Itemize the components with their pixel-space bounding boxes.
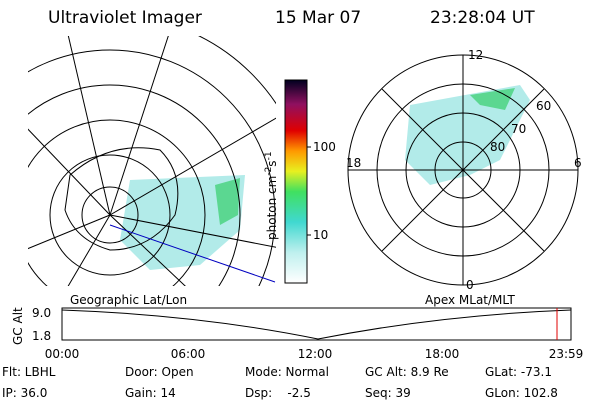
date: 15 Mar 07 <box>275 8 361 28</box>
colorbar-tick: 10 <box>313 228 328 242</box>
time: 23:28:04 UT <box>430 8 535 28</box>
geo-map <box>28 36 276 286</box>
x-tick-label: 23:59 <box>549 347 584 361</box>
x-tick-label: 06:00 <box>171 347 206 361</box>
x-tick-label: 12:00 <box>298 347 333 361</box>
title: Ultraviolet Imager <box>48 8 202 28</box>
mlt-label: 0 <box>466 278 474 292</box>
y-tick-label: 9.0 <box>32 306 51 320</box>
map-label: Apex MLat/MLT <box>425 293 515 307</box>
map-label: Geographic Lat/Lon <box>70 293 187 307</box>
apex-map <box>405 85 530 185</box>
status-item: Flt: LBHL <box>2 365 56 379</box>
status-item: Mode: Normal <box>245 365 329 379</box>
altitude-curve <box>61 309 572 340</box>
status-item: IP: 36.0 <box>2 386 47 400</box>
colorbar-tick: 100 <box>313 140 336 154</box>
status-item: Door: Open <box>125 365 194 379</box>
mlt-label: 12 <box>468 48 483 62</box>
colorbar-unit: photon cm-2s-1 <box>264 151 279 240</box>
x-tick-label: 18:00 <box>425 347 460 361</box>
x-tick-label: 00:00 <box>45 347 80 361</box>
lat-label: 60 <box>536 99 551 113</box>
y-tick-label: 1.8 <box>32 329 51 343</box>
status-item: GLon: 102.8 <box>485 386 558 400</box>
status-item: GLat: -73.1 <box>485 365 552 379</box>
mlt-label: 6 <box>574 156 582 170</box>
colorbar <box>284 79 308 284</box>
status-item: Seq: 39 <box>365 386 411 400</box>
altitude-plot <box>61 307 572 341</box>
lat-label: 70 <box>511 122 526 136</box>
mlt-label: 18 <box>346 156 361 170</box>
y-axis-label: GC Alt <box>11 307 25 345</box>
status-item: Gain: 14 <box>125 386 176 400</box>
status-item: GC Alt: 8.9 Re <box>365 365 449 379</box>
lat-label: 80 <box>490 140 505 154</box>
status-item: Dsp: -2.5 <box>245 386 311 400</box>
